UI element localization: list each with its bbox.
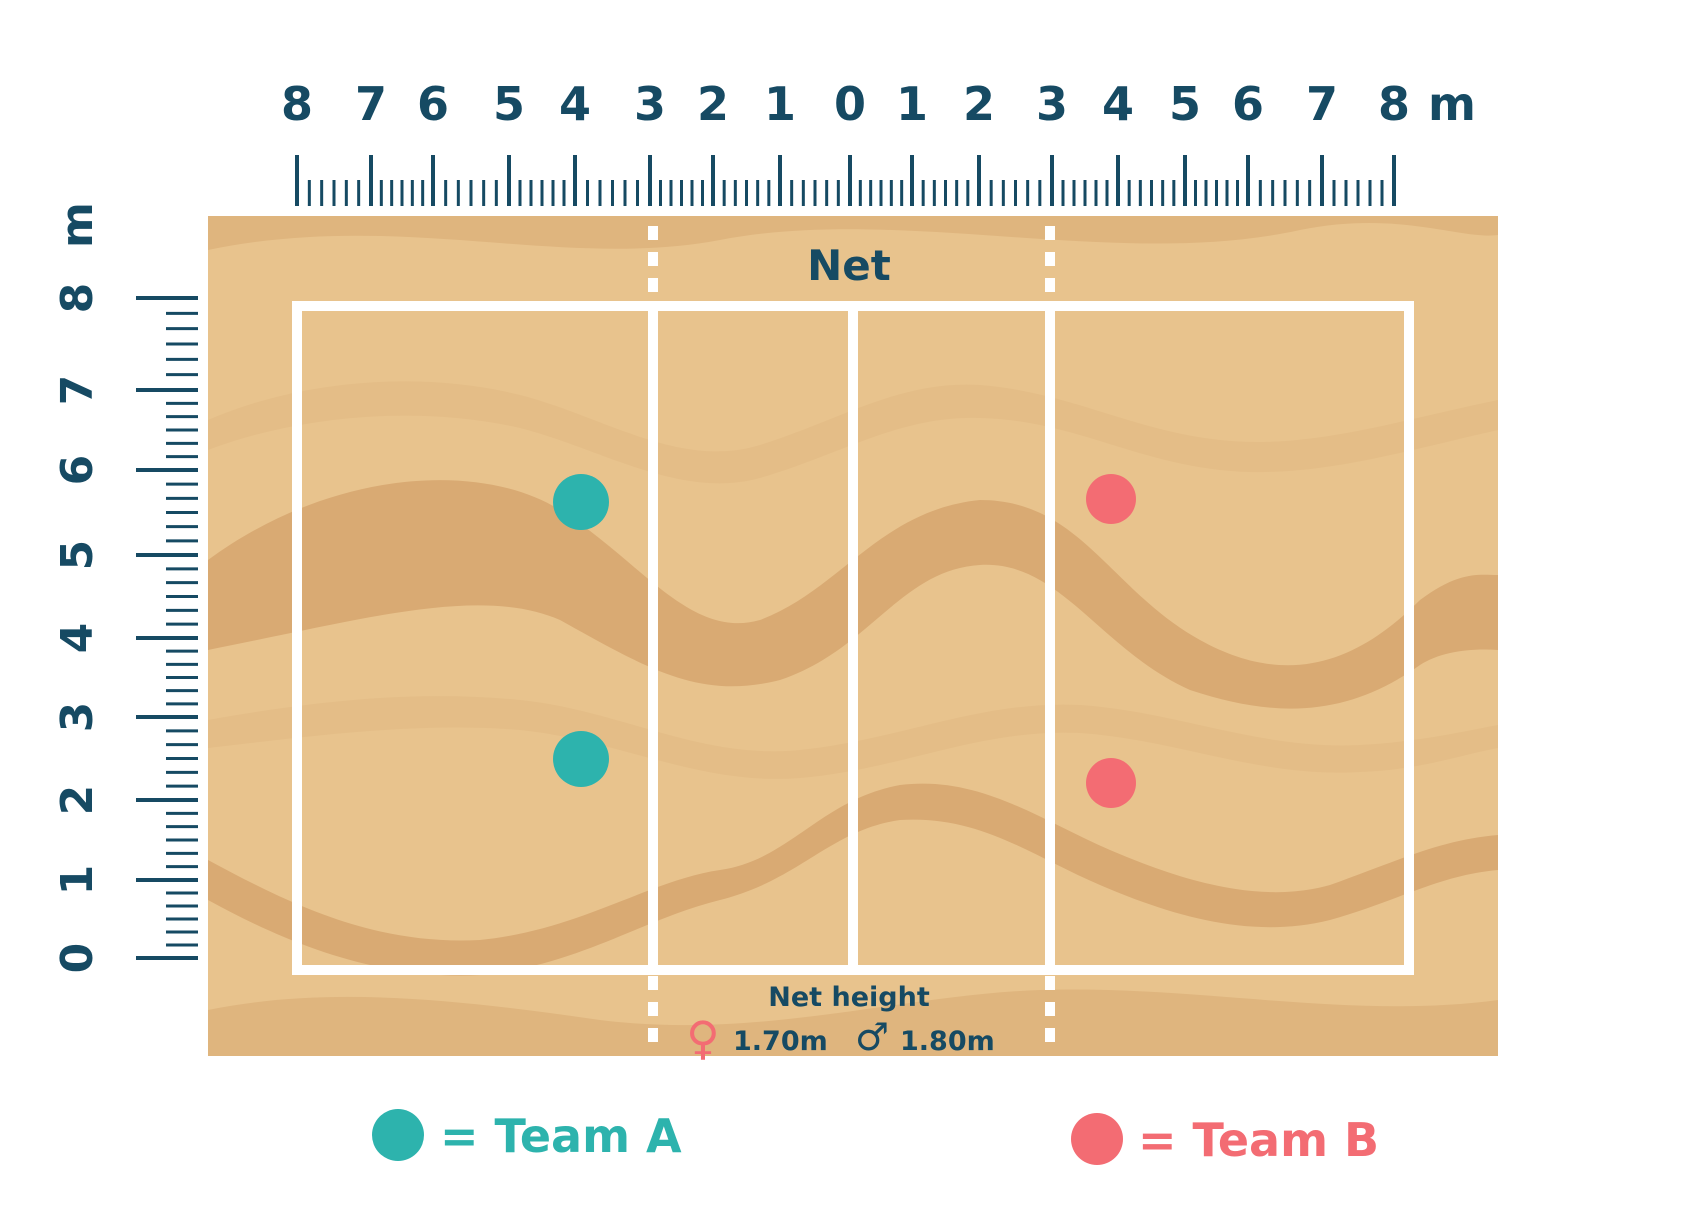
side-ruler-label: 3	[52, 702, 103, 733]
top-ruler-unit: m	[1428, 77, 1476, 131]
top-ruler-label: 5	[493, 77, 525, 131]
net-label: Net	[807, 241, 891, 290]
top-ruler-label: 1	[764, 77, 796, 131]
players	[553, 474, 1136, 808]
top-ruler-label: 8	[281, 77, 313, 131]
top-ruler-label: 3	[634, 77, 666, 131]
legend: = Team A = Team B	[372, 1109, 1379, 1167]
top-ruler-label: 6	[1232, 77, 1264, 131]
side-ruler-label: 2	[52, 785, 103, 816]
side-ruler-labels: 0 1 2 3 4 5 6 7 8	[52, 283, 103, 974]
team-a-legend-label: = Team A	[440, 1109, 682, 1163]
side-ruler-unit: m	[52, 202, 103, 248]
top-ruler-label: 2	[963, 77, 995, 131]
team-b-player-1	[1086, 474, 1136, 524]
top-ruler-label: 8	[1378, 77, 1410, 131]
top-ruler-label: 6	[417, 77, 449, 131]
top-ruler-label: 4	[559, 77, 591, 131]
side-ruler: 0 1 2 3 4 5 6 7 8 m	[52, 202, 198, 973]
team-a-legend-marker	[372, 1109, 424, 1161]
court-lines	[292, 226, 1414, 1050]
top-ruler-ticks	[295, 155, 1396, 206]
side-ruler-label: 6	[52, 455, 103, 486]
side-ruler-label: 1	[52, 865, 103, 896]
top-ruler-label: 1	[896, 77, 928, 131]
top-ruler-label: 3	[1036, 77, 1068, 131]
team-b-legend-marker	[1071, 1113, 1123, 1165]
side-ruler-label: 4	[52, 623, 103, 654]
top-ruler-label: 0	[834, 77, 866, 131]
team-a-player-1	[553, 474, 609, 530]
female-net-height: 1.70m	[733, 1026, 828, 1057]
top-ruler-label: 7	[355, 77, 387, 131]
side-ruler-ticks	[136, 296, 198, 960]
top-ruler-label: 2	[697, 77, 729, 131]
team-a-player-2	[553, 731, 609, 787]
top-ruler-label: 4	[1102, 77, 1134, 131]
female-icon: ♀	[686, 1011, 720, 1065]
top-ruler-label: 5	[1169, 77, 1201, 131]
side-ruler-label: 8	[52, 283, 103, 314]
top-ruler-label: 7	[1306, 77, 1338, 131]
team-b-player-2	[1086, 758, 1136, 808]
team-b-legend-label: = Team B	[1138, 1113, 1379, 1167]
male-net-height: 1.80m	[900, 1026, 995, 1057]
side-ruler-label: 0	[52, 943, 103, 974]
side-ruler-label: 7	[52, 375, 103, 406]
male-icon: ♂	[855, 1015, 889, 1059]
side-ruler-label: 5	[52, 540, 103, 571]
net-height-title: Net height	[768, 982, 930, 1013]
